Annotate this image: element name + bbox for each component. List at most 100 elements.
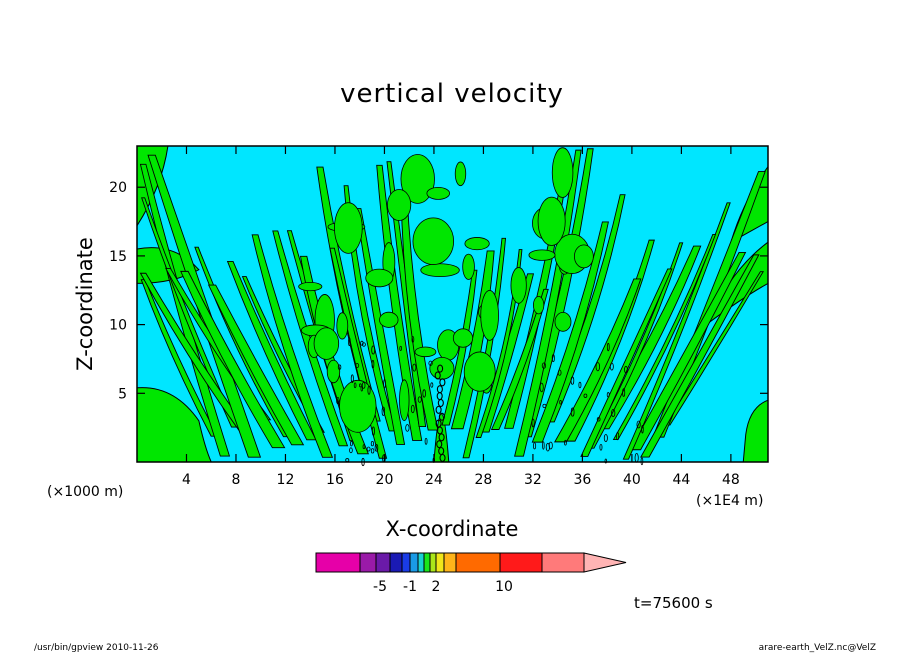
positive-streak [588,242,684,449]
positive-cell [463,351,496,392]
colorbar [315,552,627,573]
contour-speck [412,363,417,372]
contour-speck [417,396,422,403]
contour-speck [336,397,340,405]
contour-speck [559,400,562,405]
contour-speck [430,382,434,388]
colorbar-swatch [389,552,403,573]
contour-speck [611,408,616,418]
positive-cell [334,202,363,254]
positive-region [433,413,450,463]
colorbar-swatch [423,552,431,573]
contour-speck [531,418,535,428]
contour-speck [410,404,415,414]
positive-cell [554,311,572,332]
x-tick-label: 28 [475,472,493,488]
positive-cell [400,154,435,204]
contour-speck [603,433,608,443]
contour-cluster [435,419,442,428]
colorbar-tick-label: -5 [373,579,387,595]
contour-speck [361,342,366,347]
contour-speck [616,432,620,441]
positive-streak [580,268,673,457]
positive-cell [387,189,412,221]
contour-speck [551,354,555,363]
colorbar-swatch [401,552,411,573]
contour-cluster [435,405,442,414]
colorbar-swatch [435,552,445,573]
positive-streak [141,197,238,428]
x-tick-label: 12 [277,472,295,488]
contour-speck [583,393,588,398]
positive-streak [664,271,765,426]
y-tick-label: 20 [109,180,127,196]
positive-cell [464,237,490,251]
positive-region [136,387,213,463]
colorbar-swatch [455,552,501,573]
contour-speck [374,443,379,452]
colorbar-swatch [409,552,419,573]
x-axis-ticks: 4 8 12 16 20 24 28 32 36 40 44 48 [182,146,740,488]
contour-speck [355,363,360,369]
positive-cell [336,312,349,340]
footer-left: /usr/bin/gpview 2010-11-26 [34,643,159,653]
contour-speck [570,407,575,417]
positive-cell [326,359,341,384]
contour-speck [624,365,628,374]
contour-speck [596,417,601,422]
positive-streak [531,221,609,443]
contour-speck [578,381,582,389]
contour-speck [349,447,353,454]
positive-cell [414,346,437,358]
positive-streak [622,202,731,460]
positive-cell [379,311,399,328]
x-tick-label: 24 [425,472,443,488]
positive-cell [537,196,566,246]
positive-streak [139,272,250,433]
positive-streak [207,284,305,446]
positive-cell [399,379,410,422]
positive-cell [510,267,527,304]
contour-speck [541,362,547,369]
contour-speck [381,406,386,417]
y-tick-label: 10 [109,318,127,334]
positive-streak [376,164,423,441]
contour-speck [622,388,626,397]
positive-cell [452,328,474,348]
contour-speck [383,379,386,389]
contour-speck [371,359,375,369]
contour-speck [428,360,433,366]
x-tick-label: 32 [524,472,542,488]
colorbar-arrow [583,552,627,573]
contour-speck [361,382,366,389]
x-tick-label: 4 [182,472,191,488]
colorbar-tick-label: 10 [495,579,513,595]
x-unit-right: (×1E4 m) [696,493,763,509]
positive-streak [355,208,406,445]
x-unit-left: (×1000 m) [47,484,123,500]
contour-speck [606,342,610,352]
contour-speck [337,364,342,370]
contour-cluster [436,385,443,394]
contour-speck [548,441,553,450]
positive-cell [365,268,394,288]
positive-streak [490,288,549,430]
contour-speck [542,403,547,409]
contour-speck [371,426,375,436]
y-tick-label: 15 [109,249,127,265]
footer-right: arare-earth_VelZ.nc@VelZ [759,643,876,653]
contour-speck [422,389,426,398]
x-tick-label: 16 [326,472,344,488]
contour-speck [360,340,364,346]
contour-speck [350,440,353,447]
x-tick-label: 40 [623,472,641,488]
positive-streak [629,251,747,451]
x-tick-label: 8 [232,472,241,488]
colorbar-swatch [315,552,361,573]
velocity-field [136,145,769,467]
contour-speck [557,369,562,376]
contour-cluster [437,364,444,373]
contour-speck [599,443,603,451]
contour-speck [564,439,567,446]
